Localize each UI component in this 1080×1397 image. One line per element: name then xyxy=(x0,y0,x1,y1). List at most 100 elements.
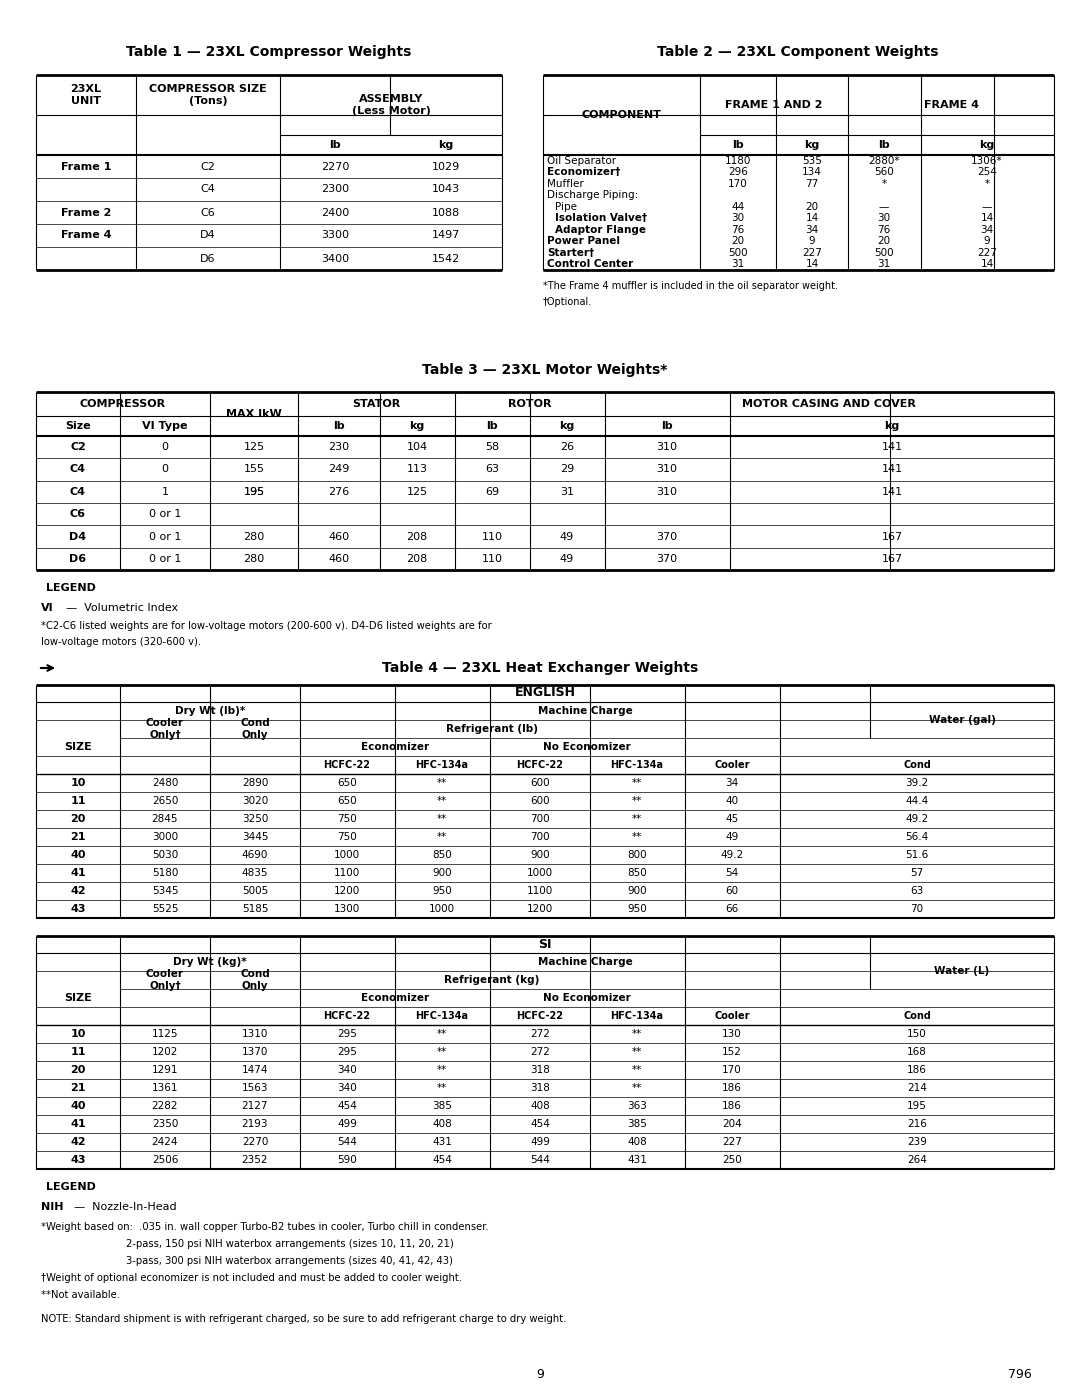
Text: 57: 57 xyxy=(910,868,923,877)
Text: Discharge Piping:: Discharge Piping: xyxy=(546,190,638,200)
Text: 431: 431 xyxy=(627,1155,647,1165)
Text: 58: 58 xyxy=(485,443,499,453)
Text: 1043: 1043 xyxy=(432,184,460,194)
Text: 49: 49 xyxy=(559,553,575,564)
Text: —: — xyxy=(982,201,993,212)
Text: 1000: 1000 xyxy=(527,868,553,877)
Text: 750: 750 xyxy=(337,814,356,824)
Text: C2: C2 xyxy=(70,443,86,453)
Text: 130: 130 xyxy=(723,1030,742,1039)
Text: lb: lb xyxy=(878,140,890,149)
Text: 76: 76 xyxy=(877,225,891,235)
Text: 1088: 1088 xyxy=(432,208,460,218)
Text: 49: 49 xyxy=(559,531,575,542)
Text: 150: 150 xyxy=(907,1030,927,1039)
Text: 1306*: 1306* xyxy=(971,155,1002,166)
Text: Power Panel: Power Panel xyxy=(546,236,620,246)
Text: 141: 141 xyxy=(881,443,903,453)
Text: Dry Wt (lb)*: Dry Wt (lb)* xyxy=(175,705,245,717)
Text: 113: 113 xyxy=(406,464,428,475)
Text: **: ** xyxy=(632,1046,643,1058)
Text: 14: 14 xyxy=(806,214,819,224)
Text: 1291: 1291 xyxy=(152,1065,178,1076)
Text: Cond: Cond xyxy=(903,760,931,770)
Text: 11: 11 xyxy=(70,796,85,806)
Text: 42: 42 xyxy=(70,886,85,895)
Text: 1: 1 xyxy=(162,486,168,497)
Text: C4: C4 xyxy=(201,184,215,194)
Text: 5180: 5180 xyxy=(152,868,178,877)
Text: No Economizer: No Economizer xyxy=(543,993,631,1003)
Text: †Optional.: †Optional. xyxy=(543,298,592,307)
Text: 454: 454 xyxy=(432,1155,451,1165)
Text: kg: kg xyxy=(409,420,424,432)
Text: 2270: 2270 xyxy=(242,1137,268,1147)
Text: NIH: NIH xyxy=(41,1201,64,1213)
Text: Economizer: Economizer xyxy=(361,993,429,1003)
Text: 1361: 1361 xyxy=(152,1083,178,1092)
Text: Pipe: Pipe xyxy=(555,201,577,212)
Text: COMPRESSOR: COMPRESSOR xyxy=(80,400,166,409)
Text: —  Volumetric Index: — Volumetric Index xyxy=(66,604,178,613)
Text: 600: 600 xyxy=(530,778,550,788)
Text: 2300: 2300 xyxy=(321,184,349,194)
Text: **: ** xyxy=(632,796,643,806)
Text: **: ** xyxy=(632,778,643,788)
Text: 310: 310 xyxy=(657,443,677,453)
Text: Refrigerant (lb): Refrigerant (lb) xyxy=(446,724,538,733)
Text: 21: 21 xyxy=(70,1083,85,1092)
Text: 10: 10 xyxy=(70,1030,85,1039)
Text: C6: C6 xyxy=(201,208,215,218)
Text: 39.2: 39.2 xyxy=(905,778,929,788)
Text: 318: 318 xyxy=(530,1083,550,1092)
Text: 2193: 2193 xyxy=(242,1119,268,1129)
Text: 1310: 1310 xyxy=(242,1030,268,1039)
Text: MAX IkW: MAX IkW xyxy=(226,409,282,419)
Text: Table 2 — 23XL Component Weights: Table 2 — 23XL Component Weights xyxy=(658,45,939,59)
Text: 2400: 2400 xyxy=(321,208,349,218)
Text: 41: 41 xyxy=(70,868,85,877)
Text: 272: 272 xyxy=(530,1046,550,1058)
Text: 76: 76 xyxy=(731,225,744,235)
Text: 796: 796 xyxy=(1008,1369,1031,1382)
Text: 1029: 1029 xyxy=(432,162,460,172)
Text: 0: 0 xyxy=(162,464,168,475)
Text: 186: 186 xyxy=(907,1065,927,1076)
Text: 34: 34 xyxy=(981,225,994,235)
Text: Frame 1: Frame 1 xyxy=(60,162,111,172)
Text: 310: 310 xyxy=(657,464,677,475)
Text: FRAME 1 AND 2: FRAME 1 AND 2 xyxy=(726,101,823,110)
Text: 363: 363 xyxy=(627,1101,647,1111)
Text: ASSEMBLY
(Less Motor): ASSEMBLY (Less Motor) xyxy=(352,94,431,116)
Text: *C2-C6 listed weights are for low-voltage motors (200-600 v). D4-D6 listed weigh: *C2-C6 listed weights are for low-voltag… xyxy=(41,622,491,631)
Text: LEGEND: LEGEND xyxy=(46,1182,96,1192)
Text: 186: 186 xyxy=(723,1083,742,1092)
Text: 20: 20 xyxy=(70,1065,85,1076)
Text: SI: SI xyxy=(538,937,552,950)
Text: Cond: Cond xyxy=(903,1011,931,1021)
Text: *Weight based on:  .035 in. wall copper Turbo-B2 tubes in cooler, Turbo chill in: *Weight based on: .035 in. wall copper T… xyxy=(41,1222,489,1232)
Text: 408: 408 xyxy=(432,1119,451,1129)
Text: 1180: 1180 xyxy=(725,155,752,166)
Text: 950: 950 xyxy=(432,886,451,895)
Text: Cooler: Cooler xyxy=(714,1011,750,1021)
Text: 230: 230 xyxy=(328,443,350,453)
Text: low-voltage motors (320-600 v).: low-voltage motors (320-600 v). xyxy=(41,637,201,647)
Text: Machine Charge: Machine Charge xyxy=(538,705,633,717)
Text: lb: lb xyxy=(732,140,744,149)
Text: 264: 264 xyxy=(907,1155,927,1165)
Text: 385: 385 xyxy=(627,1119,647,1129)
Text: 408: 408 xyxy=(530,1101,550,1111)
Text: 9: 9 xyxy=(809,236,815,246)
Text: HFC-134a: HFC-134a xyxy=(416,1011,469,1021)
Text: 1563: 1563 xyxy=(242,1083,268,1092)
Text: kg: kg xyxy=(559,420,575,432)
Text: 5185: 5185 xyxy=(242,904,268,914)
Text: C6: C6 xyxy=(70,509,86,520)
Text: FRAME 4: FRAME 4 xyxy=(923,101,978,110)
Text: Water (L): Water (L) xyxy=(934,965,989,977)
Text: 10: 10 xyxy=(70,778,85,788)
Text: No Economizer: No Economizer xyxy=(543,742,631,752)
Text: 2127: 2127 xyxy=(242,1101,268,1111)
Text: 152: 152 xyxy=(723,1046,742,1058)
